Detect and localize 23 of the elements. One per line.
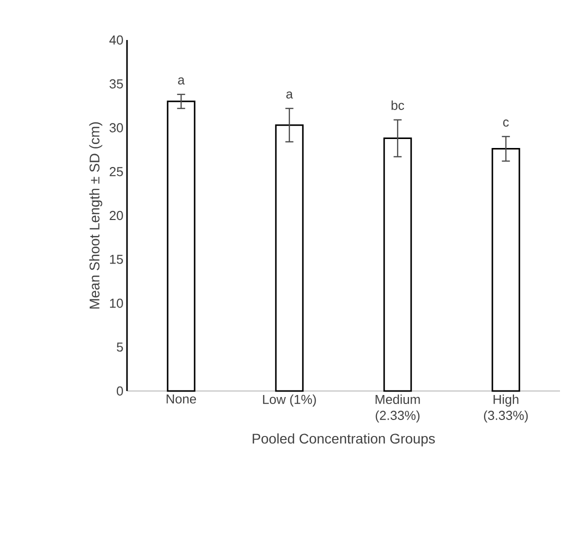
x-tick-label: Medium (2.33%) <box>376 394 420 423</box>
x-axis-title: Pooled Concentration Groups <box>252 433 435 446</box>
annotation: bc <box>392 100 404 110</box>
y-tick-label: 30 <box>110 123 123 132</box>
annotation: c <box>503 120 509 127</box>
bar <box>166 100 196 392</box>
bar <box>383 138 412 392</box>
y-tick-label: 25 <box>110 167 123 176</box>
y-tick-label: 10 <box>110 298 123 308</box>
bar <box>275 124 304 392</box>
x-tick-label: Low (1%) <box>263 394 316 407</box>
x-tick-label: High (3.33%) <box>484 394 528 423</box>
bar <box>492 148 520 392</box>
y-tick-label: 20 <box>110 210 123 220</box>
y-tick-label: 35 <box>110 79 123 88</box>
y-tick-label: 5 <box>116 342 123 352</box>
x-tick-label: None <box>166 394 196 404</box>
annotation: a <box>286 91 293 99</box>
y-tick-label: 15 <box>110 254 123 264</box>
y-tick-label: 40 <box>109 35 123 45</box>
y-axis-title: Mean Shoot Length ± SD (cm) <box>89 122 102 308</box>
y-tick-label: 0 <box>116 386 123 396</box>
annotation: a <box>178 77 185 85</box>
